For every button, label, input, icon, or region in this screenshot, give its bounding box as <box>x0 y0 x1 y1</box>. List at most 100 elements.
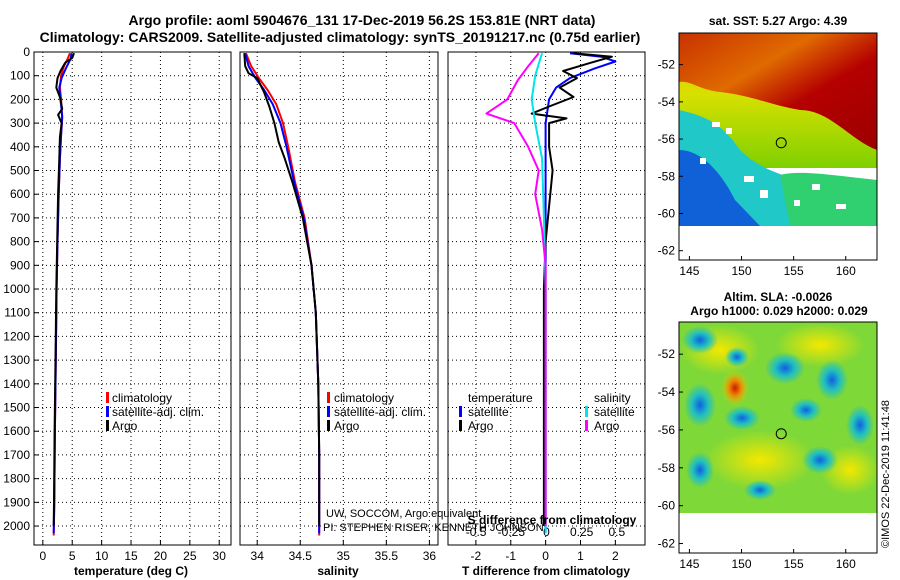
map-y-tick-label: -62 <box>658 537 676 551</box>
map-x-tick-label: 155 <box>784 264 804 278</box>
legend-climatology-swatch <box>106 392 109 403</box>
imos-timestamp: ©IMOS 22-Dec-2019 11:41:48 <box>880 400 892 548</box>
x-tick-label: 5 <box>69 549 76 563</box>
x-tick-label: 35.5 <box>375 549 399 563</box>
x-tick-label: 35 <box>337 549 351 563</box>
x-tick-label: 2 <box>612 549 619 563</box>
sst-map-frame <box>678 32 878 261</box>
legend-sal-satellite-label: satellite <box>594 405 635 419</box>
legend-climatology-label-2: climatology <box>334 391 394 405</box>
salinity-difference-label: S difference from climatology <box>468 513 637 527</box>
y-tick-label: 500 <box>10 164 30 178</box>
legend-temp-argo-label: Argo <box>468 419 494 433</box>
y-tick-label: 700 <box>10 211 30 225</box>
y-tick-label: 1200 <box>3 329 30 343</box>
salinity-difference-tick-label: -0.25 <box>498 525 526 539</box>
y-tick-label: 1000 <box>3 282 30 296</box>
map-y-tick-label: -56 <box>658 132 676 146</box>
y-tick-label: 1400 <box>3 377 30 391</box>
map-y-tick-label: -58 <box>658 461 676 475</box>
map-y-tick-label: -56 <box>658 423 676 437</box>
difference-gridlines <box>448 51 645 545</box>
map-x-tick-label: 145 <box>679 264 699 278</box>
legend-salinity-title: salinity <box>594 391 631 405</box>
x-tick-label: 10 <box>95 549 109 563</box>
salinity-gridlines <box>240 51 438 545</box>
y-tick-label: 2000 <box>3 519 30 533</box>
series-line-satellite-adj-clim- <box>244 52 321 534</box>
series-line-temperature-satellite <box>544 52 617 534</box>
map-y-tick-label: -58 <box>658 169 676 183</box>
x-tick-label: 25 <box>183 549 197 563</box>
x-tick-label: -1 <box>505 549 516 563</box>
x-tick-label: 0 <box>39 549 46 563</box>
y-tick-label: 1300 <box>3 353 30 367</box>
y-tick-label: 1100 <box>4 306 30 320</box>
salinity-difference-tick-label: 0.5 <box>609 525 626 539</box>
map-y-tick-label: -60 <box>658 206 676 220</box>
salinity-legend: climatology satellite-adj. clim. Argo <box>327 391 426 433</box>
y-tick-label: 1900 <box>3 495 30 509</box>
y-tick-label: 100 <box>10 69 30 83</box>
sst-map-title: sat. SST: 5.27 Argo: 4.39 <box>709 14 848 28</box>
legend-temp-satellite-swatch <box>459 406 462 417</box>
map-x-tick-label: 155 <box>784 557 804 571</box>
legend-satellite-swatch <box>106 406 109 417</box>
map-x-tick-label: 160 <box>836 264 856 278</box>
salinity-x-ticks: 34 34.5 35 35.5 36 <box>251 540 436 563</box>
sla-latitude-ticks: -52 -54 -56 -58 -60 -62 <box>658 347 683 551</box>
y-tick-label: 300 <box>10 116 30 130</box>
difference-x-ticks: -2 -1 0 1 2 <box>471 540 619 563</box>
y-tick-label: 1500 <box>3 401 30 415</box>
series-line-climatology <box>245 52 321 536</box>
salinity-difference-ticks: -0.5 -0.25 0 0.25 0.5 <box>466 525 626 539</box>
x-tick-label: -2 <box>471 549 482 563</box>
sla-map-title: Altim. SLA: -0.0026 <box>724 290 833 304</box>
sla-map-subtitle: Argo h1000: 0.029 h2000: 0.029 <box>690 304 868 318</box>
sst-argo-marker <box>775 137 787 149</box>
temperature-x-ticks: 0 5 10 15 20 25 30 <box>39 540 226 563</box>
legend-sal-satellite-swatch <box>585 406 588 417</box>
y-tick-label: 1700 <box>3 448 30 462</box>
y-tick-label: 400 <box>10 140 30 154</box>
sla-heatmap-image <box>679 322 877 513</box>
map-x-tick-label: 150 <box>732 557 752 571</box>
sla-longitude-ticks: 145 150 155 160 <box>679 549 856 571</box>
sla-argo-marker <box>775 428 787 440</box>
legend-satellite-label: satellite-adj. clim. <box>112 405 204 419</box>
legend-sal-argo-label: Argo <box>594 419 620 433</box>
x-tick-label: 34.5 <box>289 549 313 563</box>
salinity-difference-tick-label: 0 <box>543 525 550 539</box>
map-x-tick-label: 150 <box>732 264 752 278</box>
temperature-gridlines <box>34 51 231 545</box>
legend-argo-swatch-2 <box>327 420 330 431</box>
legend-climatology-label: climatology <box>112 391 172 405</box>
figure-title-line1: Argo profile: aoml 5904676_131 17-Dec-20… <box>129 12 596 28</box>
map-y-tick-label: -52 <box>658 58 676 72</box>
y-tick-label: 1600 <box>3 424 30 438</box>
map-x-tick-label: 145 <box>679 557 699 571</box>
sst-longitude-ticks: 145 150 155 160 <box>679 256 856 278</box>
legend-argo-label: Argo <box>112 419 138 433</box>
x-tick-label: 1 <box>577 549 584 563</box>
series-line-argo <box>52 52 75 527</box>
legend-argo-label-2: Argo <box>334 419 360 433</box>
series-line-temperature-argo <box>530 52 613 526</box>
map-y-tick-label: -52 <box>658 347 676 361</box>
legend-temp-argo-swatch <box>459 420 462 431</box>
difference-legend: temperature satellite Argo salinity sate… <box>459 391 635 433</box>
depth-y-ticks: 0 100 200 300 400 500 600 700 800 900 1000 1100 1200… <box>3 45 39 533</box>
y-tick-label: 0 <box>23 45 30 59</box>
credit-line-1: UW, SOCCOM, Argo equivalent <box>326 508 481 520</box>
legend-temperature-title: temperature <box>468 391 533 405</box>
map-y-tick-label: -54 <box>658 385 676 399</box>
temperature-legend: climatology satellite-adj. clim. Argo <box>106 391 204 433</box>
y-tick-label: 900 <box>10 258 30 272</box>
salinity-difference-tick-label: -0.5 <box>466 525 487 539</box>
series-line-argo <box>243 53 321 526</box>
legend-satellite-label-2: satellite-adj. clim. <box>334 405 426 419</box>
figure-title-line2: Climatology: CARS2009. Satellite-adjuste… <box>40 29 641 45</box>
salinity-x-label: salinity <box>317 564 359 578</box>
legend-argo-swatch <box>106 420 109 431</box>
x-tick-label: 0 <box>542 549 549 563</box>
